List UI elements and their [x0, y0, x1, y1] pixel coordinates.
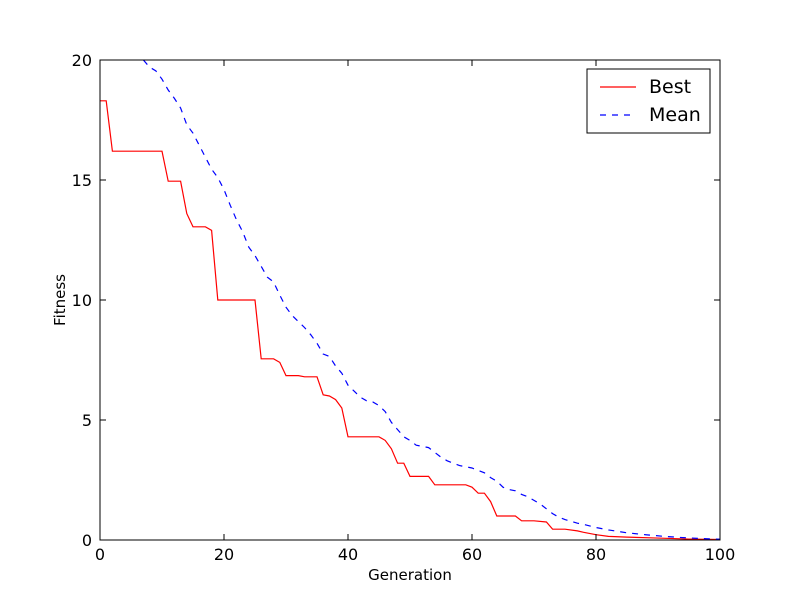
x-tick-label: 40 [338, 545, 358, 564]
x-tick-label: 100 [705, 545, 736, 564]
y-tick-label: 5 [82, 411, 92, 430]
series-line-best [100, 100, 720, 540]
legend-box [586, 68, 711, 134]
y-tick-label: 15 [72, 171, 92, 190]
x-axis-label: Generation [368, 566, 452, 584]
legend: Best Mean [586, 68, 711, 134]
legend-label-mean: Mean [649, 104, 701, 126]
y-tick-label: 20 [72, 51, 92, 70]
plot-frame [99, 59, 721, 541]
x-tick-label: 0 [95, 545, 105, 564]
plot-area [100, 60, 720, 540]
y-axis-label: Fitness [51, 274, 69, 326]
x-tick-label: 80 [586, 545, 606, 564]
legend-label-best: Best [649, 76, 691, 98]
x-tick-label: 60 [462, 545, 482, 564]
y-tick-label: 0 [82, 531, 92, 550]
series-line-mean [142, 60, 720, 540]
y-tick-label: 10 [72, 291, 92, 310]
x-tick-label: 20 [214, 545, 234, 564]
